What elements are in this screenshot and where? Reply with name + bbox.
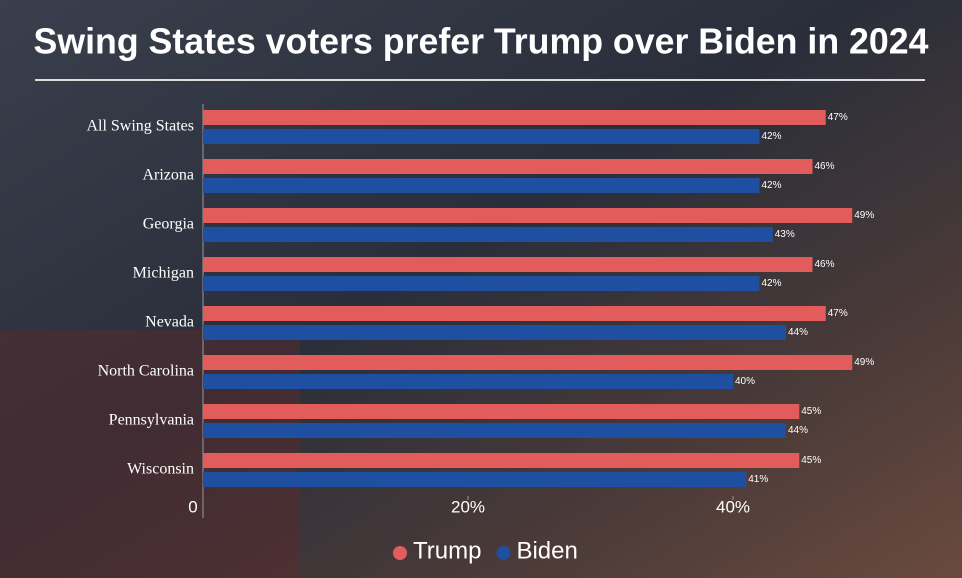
bar (203, 257, 813, 272)
value-label: 46% (815, 161, 835, 172)
value-label: 46% (815, 259, 835, 270)
bar (203, 276, 760, 291)
x-tick-label: 20% (451, 497, 485, 516)
value-label: 45% (801, 455, 821, 466)
legend-marker (496, 546, 511, 560)
y-tick-label: Nevada (145, 314, 194, 331)
value-label: 41% (748, 474, 768, 485)
bar (203, 453, 800, 468)
y-tick-label: Georgia (143, 216, 194, 233)
legend-label: Trump (413, 537, 481, 564)
value-label: 49% (854, 357, 874, 368)
bar (203, 306, 826, 321)
bar (203, 325, 786, 340)
value-label: 47% (828, 112, 848, 123)
y-tick-label: All Swing States (86, 118, 194, 135)
value-label: 49% (854, 210, 874, 221)
bar (203, 178, 760, 193)
bar (203, 208, 853, 223)
value-label: 40% (735, 376, 755, 387)
bar (203, 159, 813, 174)
value-label: 42% (762, 131, 782, 142)
value-label: 42% (762, 278, 782, 289)
y-tick-label: Pennsylvania (109, 412, 194, 429)
y-tick-label: Michigan (133, 265, 194, 282)
bar (203, 227, 773, 242)
value-label: 45% (801, 406, 821, 417)
value-label: 44% (788, 327, 808, 338)
bar (203, 374, 733, 389)
legend-marker (393, 546, 407, 560)
bar (203, 423, 786, 438)
x-tick-label: 0 (188, 497, 197, 516)
bar (203, 129, 760, 144)
y-tick-label: Wisconsin (127, 461, 194, 478)
value-label: 43% (775, 229, 795, 240)
bar (203, 472, 747, 487)
legend-label: Biden (516, 537, 577, 564)
bar (203, 355, 853, 370)
value-label: 44% (788, 425, 808, 436)
x-tick-label: 40% (716, 497, 750, 516)
bar (203, 110, 826, 125)
value-label: 47% (828, 308, 848, 319)
chart-title: Swing States voters prefer Trump over Bi… (34, 21, 929, 62)
value-label: 42% (762, 180, 782, 191)
y-tick-label: Arizona (142, 167, 194, 184)
bar (203, 404, 800, 419)
y-tick-label: North Carolina (98, 363, 194, 380)
